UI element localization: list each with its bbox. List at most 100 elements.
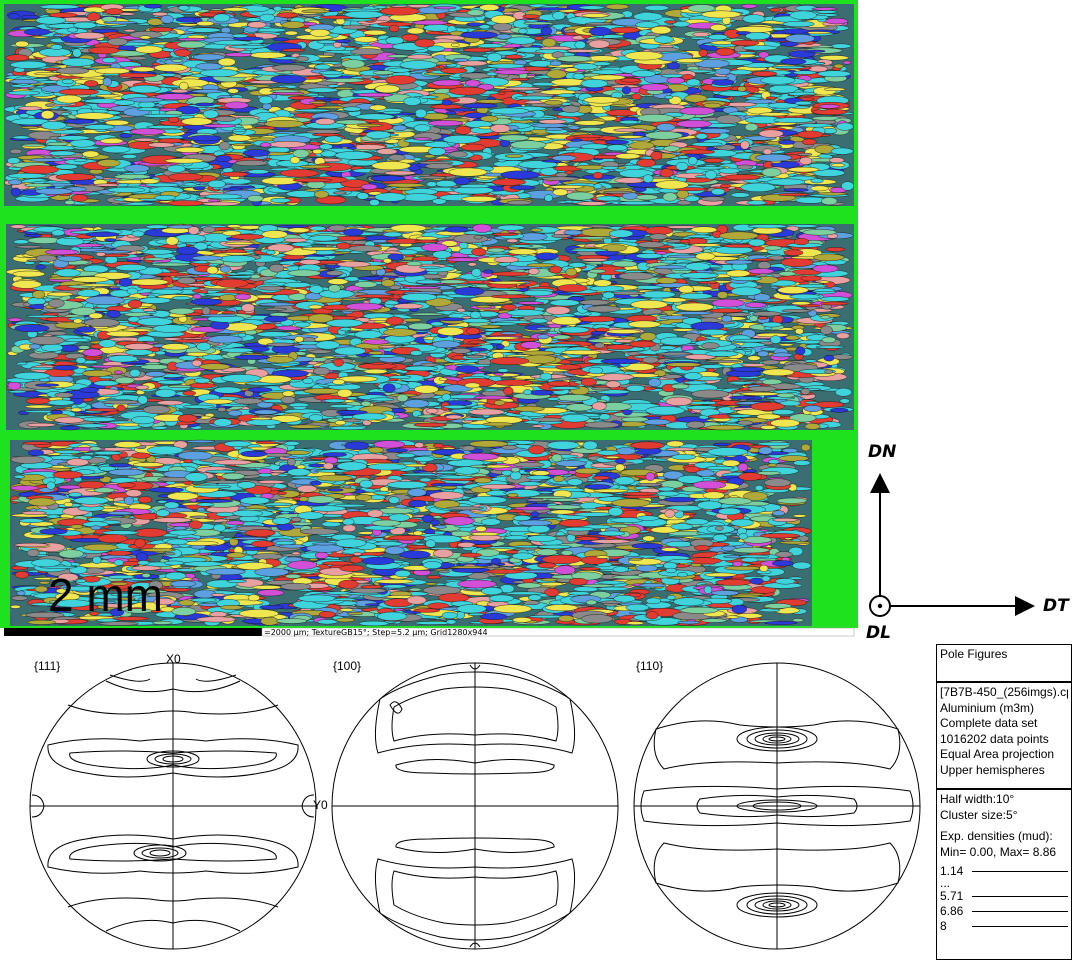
grain <box>544 100 564 106</box>
grain <box>550 60 562 67</box>
grain <box>292 149 310 158</box>
grain <box>760 76 796 85</box>
grain <box>41 121 67 130</box>
grain <box>102 77 112 87</box>
grain <box>720 183 731 189</box>
grain <box>129 128 166 135</box>
grain <box>703 158 724 163</box>
grain <box>72 48 82 58</box>
grain <box>691 141 723 147</box>
grain <box>705 170 718 180</box>
grain <box>414 108 428 119</box>
grain <box>639 290 676 299</box>
grain <box>605 3 629 10</box>
grain <box>105 119 130 126</box>
grain <box>742 14 766 24</box>
grain <box>435 180 457 188</box>
grain <box>751 70 778 77</box>
grain <box>370 175 406 182</box>
grain <box>233 128 247 132</box>
grain <box>818 104 840 109</box>
grain <box>708 34 728 41</box>
grain <box>778 193 810 197</box>
grain <box>740 182 776 193</box>
grain <box>493 69 531 75</box>
grain <box>544 194 553 202</box>
grain <box>413 137 432 141</box>
grain <box>445 108 478 112</box>
grain <box>221 171 249 177</box>
grain <box>572 73 585 80</box>
grain <box>60 112 71 116</box>
grain <box>534 36 544 41</box>
grain <box>540 26 552 36</box>
grain <box>821 197 838 206</box>
grain <box>677 155 689 159</box>
grain <box>458 184 491 189</box>
grain <box>681 74 694 80</box>
grain <box>97 159 121 168</box>
grain <box>715 114 742 124</box>
grain <box>550 78 587 87</box>
grain <box>798 123 833 128</box>
grain <box>812 264 839 273</box>
grain <box>580 79 608 88</box>
grain <box>711 188 725 196</box>
grain <box>418 175 447 180</box>
grain <box>418 95 439 99</box>
grain <box>24 404 53 409</box>
grain <box>491 178 526 186</box>
grain <box>631 70 656 78</box>
grain <box>757 350 769 357</box>
grain <box>371 161 411 171</box>
grain <box>155 93 194 100</box>
grain <box>292 178 333 183</box>
grain <box>386 182 425 188</box>
grain <box>574 40 586 50</box>
grain <box>316 39 338 44</box>
grain <box>261 176 300 185</box>
grain <box>592 171 604 179</box>
grain <box>835 387 852 397</box>
grain <box>761 167 782 177</box>
grain <box>269 89 301 93</box>
grain <box>334 151 374 160</box>
grain <box>541 176 580 181</box>
grain <box>656 123 676 132</box>
grain <box>121 154 138 159</box>
grain <box>483 388 499 392</box>
grain <box>609 27 640 34</box>
grain <box>154 194 177 201</box>
grain <box>675 161 689 171</box>
grain <box>157 138 184 144</box>
microstructure-band-middle <box>5 223 854 431</box>
grain <box>541 38 557 48</box>
grain <box>833 63 844 69</box>
grain <box>327 84 340 88</box>
grain <box>650 151 663 161</box>
grain <box>224 101 249 110</box>
grain <box>570 138 583 142</box>
grain <box>498 134 530 142</box>
grain <box>805 49 826 53</box>
grain <box>447 257 480 262</box>
grain <box>710 40 734 45</box>
grain <box>276 12 298 18</box>
grain <box>101 145 131 154</box>
grain <box>488 107 529 115</box>
grain <box>460 31 498 39</box>
grain <box>227 134 252 142</box>
grain <box>328 404 355 408</box>
grain <box>797 152 813 156</box>
grain <box>771 65 806 69</box>
grain <box>7 13 20 20</box>
grain <box>177 37 207 41</box>
grain <box>576 201 607 206</box>
grain <box>794 100 813 106</box>
grain <box>503 86 542 91</box>
grain <box>319 70 345 75</box>
grain <box>703 102 722 109</box>
grain <box>118 12 136 16</box>
grain <box>747 355 761 361</box>
grain <box>171 59 184 63</box>
